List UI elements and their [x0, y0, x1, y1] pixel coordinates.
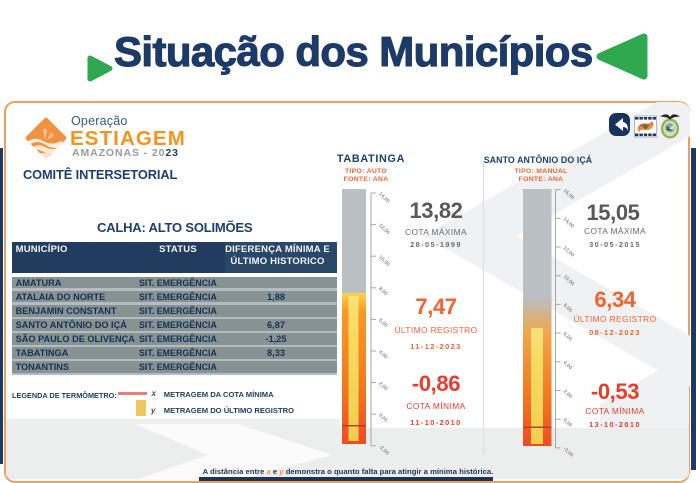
svg-text:0,00: 0,00	[377, 412, 389, 423]
svg-text:0,00: 0,00	[562, 417, 574, 428]
svg-text:4,00: 4,00	[377, 349, 389, 360]
svg-text:8,00: 8,00	[377, 286, 389, 297]
svg-text:2,00: 2,00	[377, 381, 389, 392]
svg-text:-2,00: -2,00	[562, 446, 575, 459]
svg-text:10,00: 10,00	[377, 254, 391, 267]
svg-text:6,00: 6,00	[562, 331, 574, 342]
svg-text:-2,00: -2,00	[377, 444, 390, 457]
svg-text:6,00: 6,00	[377, 318, 389, 329]
svg-text:4,00: 4,00	[562, 360, 574, 371]
svg-text:2,00: 2,00	[562, 389, 574, 400]
svg-text:10,00: 10,00	[562, 274, 576, 287]
svg-text:8,00: 8,00	[562, 303, 574, 314]
